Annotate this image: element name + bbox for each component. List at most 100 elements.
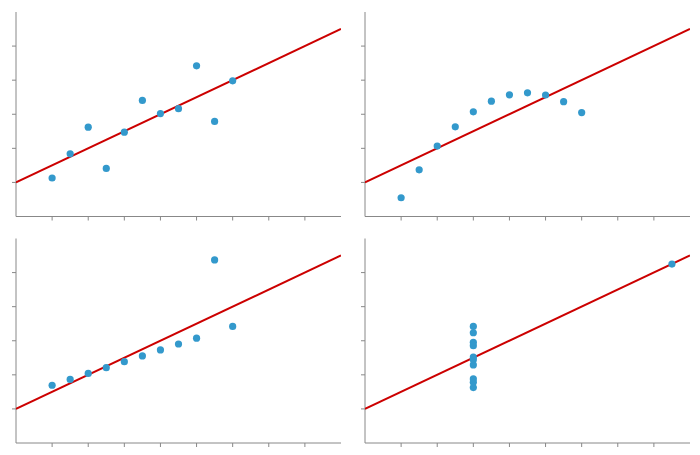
- point: [470, 108, 477, 115]
- x-tick: [653, 217, 654, 221]
- x-tick: [581, 443, 582, 447]
- point: [67, 150, 74, 157]
- x-tick: [509, 217, 510, 221]
- x-tick: [545, 217, 546, 221]
- axes: [12, 12, 341, 221]
- point: [157, 110, 164, 117]
- y-tick: [12, 148, 16, 149]
- x-axis-line: [16, 216, 341, 217]
- point: [578, 109, 585, 116]
- y-tick: [12, 374, 16, 375]
- point: [524, 89, 531, 96]
- plot-area: [365, 256, 690, 409]
- point: [121, 129, 128, 136]
- axes: [361, 239, 690, 448]
- x-tick: [545, 443, 546, 447]
- point: [229, 77, 236, 84]
- x-tick: [581, 217, 582, 221]
- x-tick: [304, 443, 305, 447]
- x-tick: [617, 217, 618, 221]
- point: [103, 364, 110, 371]
- point: [542, 91, 549, 98]
- x-tick: [509, 443, 510, 447]
- x-tick: [437, 217, 438, 221]
- point: [229, 323, 236, 330]
- x-tick: [52, 217, 53, 221]
- y-tick: [361, 80, 365, 81]
- x-tick: [160, 443, 161, 447]
- x-tick: [196, 443, 197, 447]
- y-tick: [361, 272, 365, 273]
- x-tick: [437, 443, 438, 447]
- point: [67, 376, 74, 383]
- x-tick: [304, 217, 305, 221]
- y-tick: [12, 182, 16, 183]
- point: [470, 329, 477, 336]
- x-tick: [473, 443, 474, 447]
- point: [668, 260, 675, 267]
- y-tick: [361, 182, 365, 183]
- x-tick: [88, 443, 89, 447]
- y-tick: [12, 306, 16, 307]
- panel: [361, 239, 690, 448]
- plot-area: [365, 29, 690, 201]
- figure: [0, 0, 700, 455]
- point: [416, 166, 423, 173]
- plot-area: [16, 29, 341, 182]
- point: [103, 165, 110, 172]
- scatter-points: [49, 62, 237, 181]
- regression-line: [16, 256, 341, 409]
- scatter-points: [49, 256, 237, 388]
- y-tick: [12, 408, 16, 409]
- axes: [361, 12, 690, 221]
- x-tick: [124, 217, 125, 221]
- x-tick: [401, 443, 402, 447]
- panel: [12, 12, 341, 221]
- point: [139, 352, 146, 359]
- point: [175, 105, 182, 112]
- x-tick: [268, 217, 269, 221]
- y-tick: [361, 340, 365, 341]
- point: [452, 123, 459, 130]
- y-tick: [361, 46, 365, 47]
- point: [488, 98, 495, 105]
- y-tick: [361, 374, 365, 375]
- point: [175, 340, 182, 347]
- x-tick: [232, 217, 233, 221]
- regression-line: [365, 256, 690, 409]
- point: [398, 194, 405, 201]
- point: [470, 356, 477, 363]
- y-tick: [12, 80, 16, 81]
- point: [470, 339, 477, 346]
- point: [470, 323, 477, 330]
- x-tick: [124, 443, 125, 447]
- point: [157, 346, 164, 353]
- regression-line: [365, 29, 690, 182]
- x-tick: [232, 443, 233, 447]
- page: {"chart_data": [ {"type": "scatter", "xl…: [0, 0, 700, 455]
- point: [506, 91, 513, 98]
- point: [434, 143, 441, 150]
- x-tick: [268, 443, 269, 447]
- scatter-points: [470, 260, 676, 391]
- point: [211, 256, 218, 263]
- point: [193, 335, 200, 342]
- panel: [12, 239, 341, 448]
- x-tick: [401, 217, 402, 221]
- point: [121, 358, 128, 365]
- panel: [361, 12, 690, 221]
- x-tick: [617, 443, 618, 447]
- plot-area: [16, 256, 341, 409]
- y-tick: [12, 340, 16, 341]
- point: [193, 62, 200, 69]
- point: [49, 382, 56, 389]
- y-tick: [12, 114, 16, 115]
- y-tick: [12, 272, 16, 273]
- y-tick: [361, 114, 365, 115]
- x-axis-line: [365, 216, 690, 217]
- x-tick: [52, 443, 53, 447]
- point: [211, 118, 218, 125]
- x-tick: [160, 217, 161, 221]
- axes: [12, 239, 341, 448]
- x-tick: [653, 443, 654, 447]
